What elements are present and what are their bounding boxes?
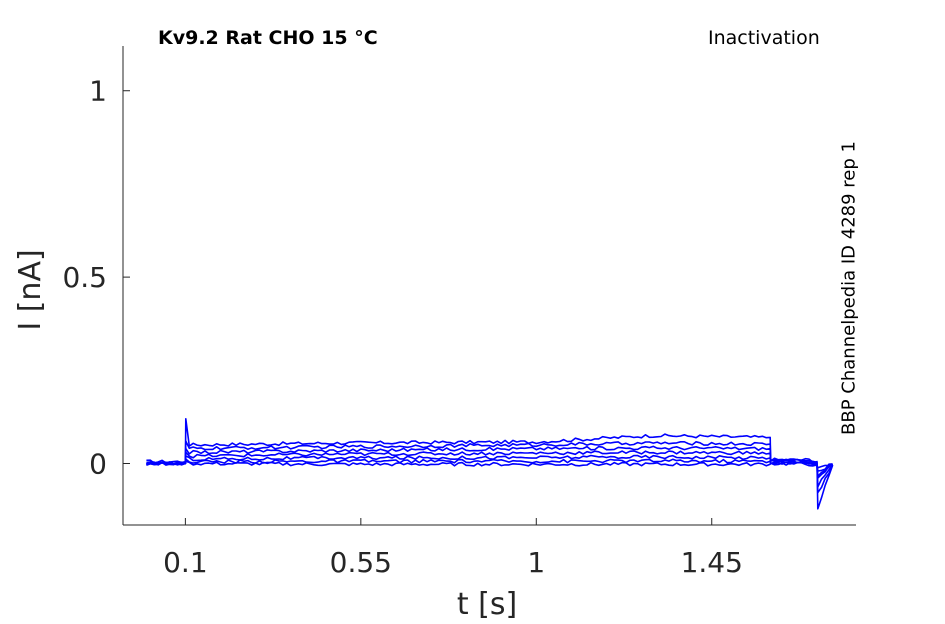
x-tick-label: 1 <box>527 546 545 579</box>
x-tick-label: 0.55 <box>330 546 392 579</box>
x-axis-label: t [s] <box>457 587 517 622</box>
protocol-label: Inactivation <box>708 27 820 49</box>
traces-group <box>145 417 834 510</box>
y-ticks-group: 00.51 <box>62 75 130 480</box>
chart-title: Kv9.2 Rat CHO 15 °C <box>158 27 378 49</box>
trace-line <box>146 450 833 479</box>
x-tick-label: 1.45 <box>681 546 743 579</box>
trace-line <box>146 445 834 488</box>
trace-line <box>145 460 833 469</box>
trace-line <box>146 454 834 478</box>
trace-line <box>146 417 834 510</box>
y-tick-label: 0.5 <box>62 261 107 294</box>
y-tick-label: 1 <box>89 75 107 108</box>
x-tick-label: 0.1 <box>163 546 208 579</box>
x-ticks-group: 0.1 0.55 1 1.45 <box>163 518 743 579</box>
trace-line <box>146 458 833 472</box>
y-axis-label: I [nA] <box>13 249 48 330</box>
y-tick-label: 0 <box>89 447 107 480</box>
trace-line <box>146 440 834 494</box>
